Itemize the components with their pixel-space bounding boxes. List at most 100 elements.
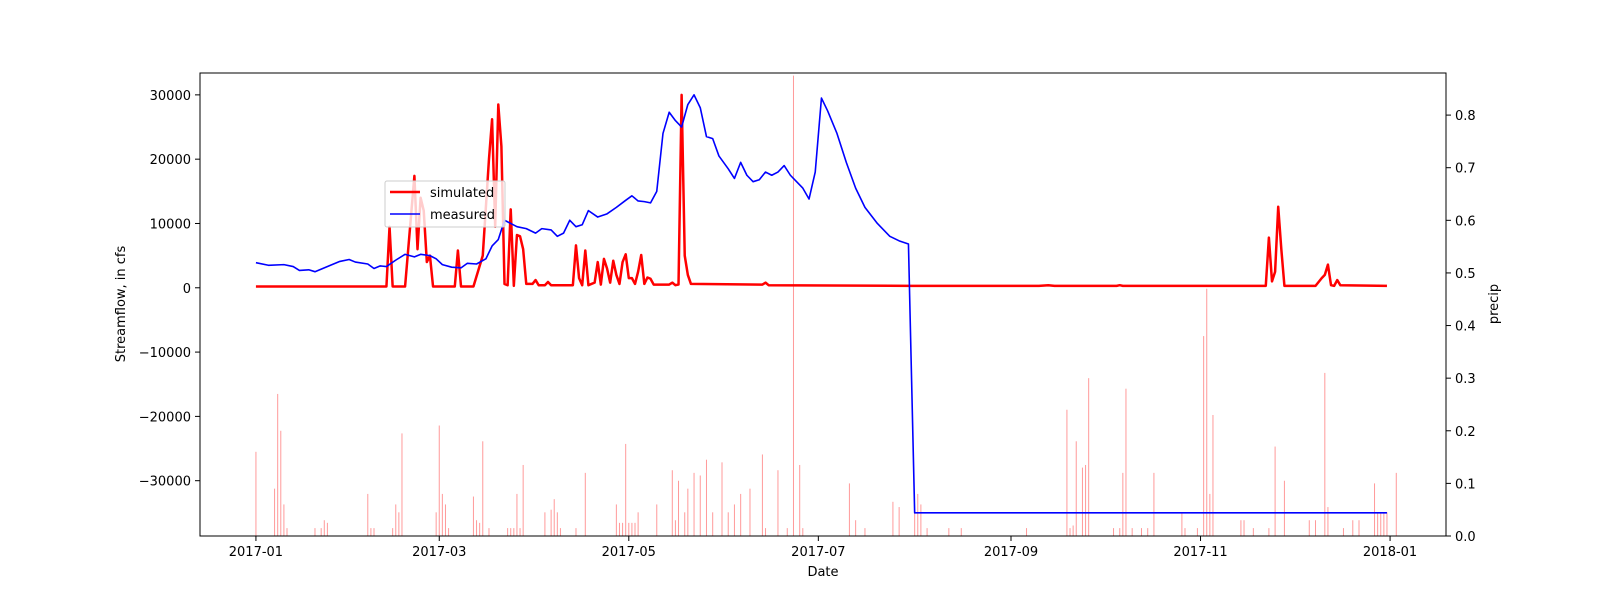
precip-bar — [314, 528, 316, 536]
y2-tick-label: 0.2 — [1455, 425, 1476, 440]
precip-bar — [1324, 372, 1326, 536]
precip-bar — [1252, 528, 1254, 536]
precip-bar — [438, 425, 440, 536]
precip-bar — [516, 493, 518, 536]
legend: simulated measured — [384, 180, 506, 228]
precip-bar — [1184, 528, 1186, 536]
y2-tick-label: 0.6 — [1455, 214, 1476, 229]
y-tick-label: 0 — [183, 282, 191, 297]
precip-bar — [749, 488, 751, 536]
precip-bar — [705, 459, 707, 536]
precip-bar — [1386, 512, 1388, 536]
precip-bar — [892, 501, 894, 536]
precip-bar — [1358, 520, 1360, 536]
precip-bar — [1122, 472, 1124, 536]
precip-bar — [472, 496, 474, 536]
legend-label-simulated: simulated — [430, 186, 494, 201]
precip-bar — [392, 528, 394, 536]
y2-tick-label: 0.7 — [1455, 162, 1476, 177]
precip-bar — [777, 470, 779, 536]
precip-bar — [1243, 520, 1245, 536]
x-axis-label: Date — [807, 565, 838, 580]
precip-bar — [914, 512, 916, 536]
y-tick-label: −30000 — [139, 475, 191, 490]
precip-bar — [898, 507, 900, 536]
precip-bar — [1147, 528, 1149, 536]
precip-bar — [615, 504, 617, 536]
precip-bar — [1327, 507, 1329, 536]
precip-bar — [1072, 525, 1074, 536]
y2-tick-label: 0.0 — [1455, 530, 1476, 545]
y-axis-ticks: 30000 20000 10000 0 −10000 −20000 −30000 — [139, 89, 200, 490]
precip-bar — [1395, 472, 1397, 536]
y2-tick-label: 0.5 — [1455, 267, 1476, 282]
y2-tick-label: 0.4 — [1455, 320, 1476, 335]
x-tick-label: 2017-05 — [602, 545, 656, 560]
y2-axis-ticks: 0.8 0.7 0.6 0.5 0.4 0.3 0.2 0.1 0.0 — [1446, 109, 1476, 545]
precip-bar — [1380, 512, 1382, 536]
precip-bar — [1240, 520, 1242, 536]
precip-bar — [786, 528, 788, 536]
precip-bar — [1315, 520, 1316, 536]
precip-bar — [519, 528, 521, 536]
precip-bar — [575, 528, 577, 536]
precip-bar — [1153, 472, 1155, 536]
precip-bar — [1383, 512, 1385, 536]
x-tick-label: 2017-07 — [791, 545, 845, 560]
precip-bar — [625, 443, 627, 536]
precip-bar — [326, 522, 328, 536]
x-tick-label: 2018-01 — [1363, 545, 1417, 560]
precip-bar — [721, 462, 723, 536]
y-tick-label: 30000 — [150, 89, 191, 104]
precip-bar — [1212, 414, 1214, 536]
precip-bar — [1206, 288, 1208, 536]
y2-tick-label: 0.1 — [1455, 477, 1476, 492]
y-tick-label: 10000 — [150, 217, 191, 232]
precip-bar — [1088, 378, 1090, 536]
precip-bar — [488, 528, 490, 536]
precip-bar — [1075, 441, 1077, 536]
precip-bar — [1085, 464, 1087, 536]
precip-bar — [802, 528, 804, 536]
precip-bar — [401, 433, 403, 536]
precip-bar — [255, 451, 257, 536]
precip-bar — [628, 522, 630, 536]
y-axis-label: Streamflow, in cfs — [114, 245, 129, 362]
precip-bar — [712, 512, 714, 536]
precip-bar — [1196, 528, 1198, 536]
plot-frame — [199, 72, 1447, 537]
precip-bar — [522, 464, 524, 536]
precip-bar — [1181, 512, 1183, 536]
precip-bar — [792, 75, 794, 536]
precip-bar — [674, 520, 676, 536]
precip-bar — [1131, 528, 1133, 536]
precip-bar — [476, 520, 478, 536]
precip-bar — [637, 512, 639, 536]
precip-bar — [373, 528, 375, 536]
precip-bar — [848, 483, 850, 536]
precip-bar — [960, 528, 962, 536]
precip-bar — [855, 520, 857, 536]
precip-bar — [283, 504, 285, 536]
precip-bar — [1274, 446, 1276, 536]
precip-bar — [634, 522, 636, 536]
y-tick-label: 20000 — [150, 153, 191, 168]
precip-bar — [671, 470, 673, 536]
y2-tick-label: 0.3 — [1455, 372, 1476, 387]
precip-bar — [556, 512, 558, 536]
precip-bar — [733, 504, 735, 536]
precip-bar — [370, 528, 372, 536]
precip-bar — [727, 512, 729, 536]
precip-bar — [441, 493, 443, 536]
series-lines — [255, 93, 1387, 514]
precip-bar — [1125, 388, 1127, 536]
y-tick-label: −20000 — [139, 410, 191, 425]
y2-axis-label: precip — [1487, 284, 1502, 324]
precip-bar — [513, 528, 515, 536]
precip-bar — [559, 528, 561, 536]
precip-bar — [1113, 528, 1115, 536]
x-tick-label: 2017-11 — [1173, 545, 1227, 560]
precip-bar — [323, 520, 325, 536]
x-axis-ticks: 2017-01 2017-03 2017-05 2017-07 2017-09 2017-… — [229, 536, 1417, 560]
